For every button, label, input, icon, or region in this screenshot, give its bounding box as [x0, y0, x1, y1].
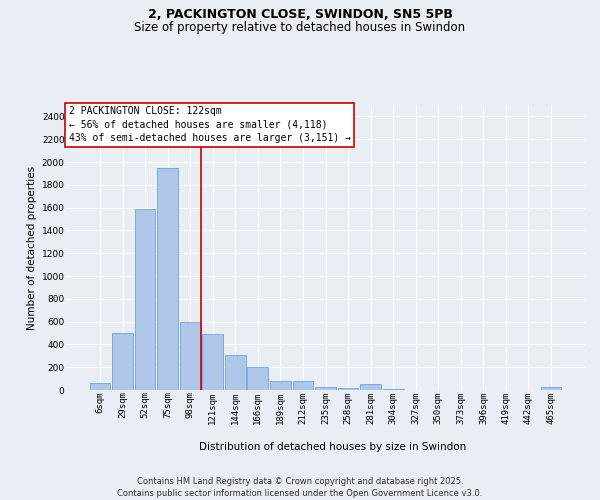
Bar	[247, 367, 268, 390]
Bar	[89, 383, 110, 390]
Bar	[134, 208, 155, 390]
Bar	[293, 382, 313, 390]
Bar	[360, 384, 381, 390]
Bar	[225, 354, 245, 390]
Text: 2 PACKINGTON CLOSE: 122sqm
← 56% of detached houses are smaller (4,118)
43% of s: 2 PACKINGTON CLOSE: 122sqm ← 56% of deta…	[68, 106, 350, 143]
Y-axis label: Number of detached properties: Number of detached properties	[28, 166, 37, 330]
Bar	[315, 386, 336, 390]
Bar	[270, 381, 291, 390]
Bar	[157, 168, 178, 390]
Bar	[383, 389, 404, 390]
Bar	[541, 387, 562, 390]
Bar	[112, 333, 133, 390]
Text: Size of property relative to detached houses in Swindon: Size of property relative to detached ho…	[134, 21, 466, 34]
Text: 2, PACKINGTON CLOSE, SWINDON, SN5 5PB: 2, PACKINGTON CLOSE, SWINDON, SN5 5PB	[148, 8, 452, 20]
Bar	[338, 388, 358, 390]
Text: Contains HM Land Registry data © Crown copyright and database right 2025.
Contai: Contains HM Land Registry data © Crown c…	[118, 476, 482, 498]
Bar	[180, 322, 200, 390]
Text: Distribution of detached houses by size in Swindon: Distribution of detached houses by size …	[199, 442, 467, 452]
Bar	[202, 334, 223, 390]
